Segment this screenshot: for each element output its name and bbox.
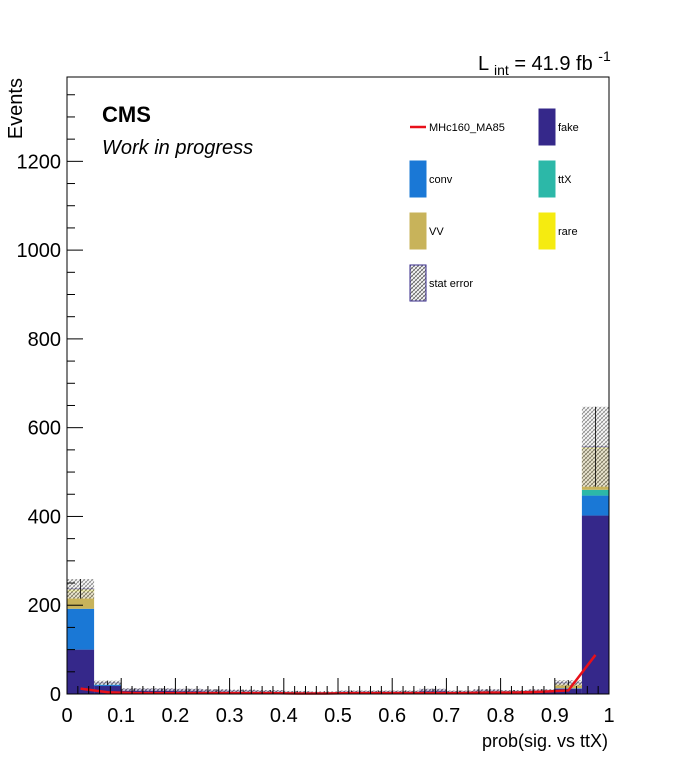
stat-error-bands <box>67 406 609 694</box>
y-tick-label: 200 <box>28 595 61 617</box>
legend-label: MHc160_MA85 <box>429 122 505 134</box>
bar-conv-19 <box>581 495 609 516</box>
legend: MHc160_MA85 fake conv ttX VV rare stat error <box>409 108 579 302</box>
bar-fake-3 <box>148 689 176 694</box>
x-tick-label: 1 <box>603 705 614 727</box>
legend-entry-stat error: stat error <box>409 264 473 302</box>
x-tick-label: 0.2 <box>161 705 189 727</box>
y-tick-label: 600 <box>28 418 61 440</box>
lumi-l: L <box>478 53 489 75</box>
stacked-bars <box>67 446 609 694</box>
y-tick-label: 0 <box>50 684 61 706</box>
x-tick-label: 0 <box>61 705 72 727</box>
svg-text:L int = 41.9 fb: L int = 41.9 fb -1 <box>478 48 611 80</box>
y-axis-label: Events <box>5 78 27 139</box>
x-tick-label: 0.6 <box>378 705 406 727</box>
legend-entry-fake: fake <box>538 108 579 146</box>
legend-label: rare <box>558 226 578 238</box>
legend-entry-VV: VV <box>409 212 444 250</box>
legend-swatch <box>409 264 427 302</box>
bar-conv-0 <box>67 608 95 650</box>
legend-label: stat error <box>429 278 473 290</box>
bar-fake-2 <box>121 689 149 694</box>
x-tick-label: 0.1 <box>107 705 135 727</box>
legend-swatch <box>538 108 556 146</box>
bar-fake-1 <box>94 686 122 694</box>
legend-entry-MHc160_MA85: MHc160_MA85 <box>410 122 505 134</box>
y-tick-label: 800 <box>28 329 61 351</box>
legend-entry-ttX: ttX <box>538 160 572 198</box>
x-tick-label: 0.8 <box>487 705 515 727</box>
legend-swatch <box>409 160 427 198</box>
bar-ttX-19 <box>581 489 609 496</box>
legend-label: VV <box>429 226 444 238</box>
legend-entry-rare: rare <box>538 212 578 250</box>
legend-swatch <box>538 160 556 198</box>
x-tick-label: 0.3 <box>216 705 244 727</box>
axes: 0 0.1 0.2 0.3 0.4 0.5 0.6 0.7 0.8 0.9 1 0 200 400 600 8… <box>17 94 615 727</box>
x-axis-label: prob(sig. vs ttX) <box>482 731 608 751</box>
legend-label: ttX <box>558 174 572 186</box>
legend-label: conv <box>429 174 453 186</box>
legend-swatch <box>538 212 556 250</box>
bar-fake-19 <box>581 515 609 694</box>
lumi-sup: -1 <box>598 48 611 64</box>
x-tick-label: 0.4 <box>270 705 298 727</box>
plot-frame <box>66 76 610 695</box>
y-tick-label: 1000 <box>17 240 62 262</box>
lumi-sub: int <box>494 62 509 78</box>
luminosity-label: L int = 41.9 fb -1 <box>478 48 611 80</box>
lumi-value: = 41.9 fb <box>514 53 592 75</box>
legend-swatch <box>409 212 427 250</box>
legend-label: fake <box>558 122 579 134</box>
legend-entry-conv: conv <box>409 160 453 198</box>
x-tick-label: 0.5 <box>324 705 352 727</box>
y-tick-label: 1200 <box>17 151 62 173</box>
cms-label: CMS <box>102 102 151 127</box>
work-in-progress-label: Work in progress <box>102 137 253 159</box>
x-tick-label: 0.7 <box>432 705 460 727</box>
y-tick-label: 400 <box>28 506 61 528</box>
x-tick-label: 0.9 <box>541 705 569 727</box>
